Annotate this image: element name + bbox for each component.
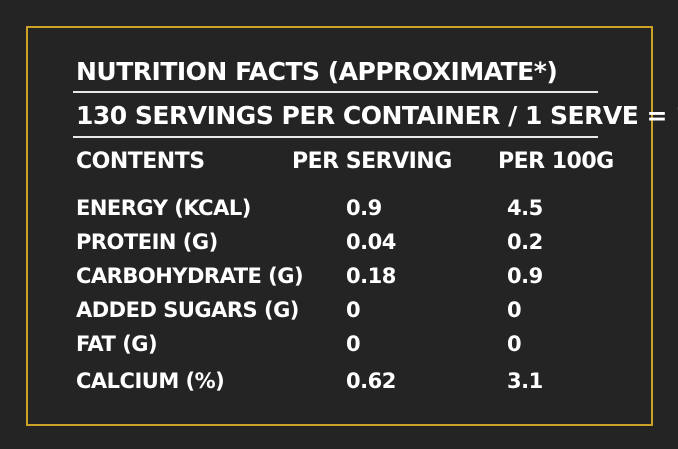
- servings-subtitle: 130 SERVINGS PER CONTAINER / 1 SERVE = 1…: [76, 101, 678, 130]
- row-per-100g-value: 4.5: [507, 196, 543, 220]
- row-label: CALCIUM (%): [76, 369, 225, 393]
- row-per-100g-value: 0.2: [507, 230, 543, 254]
- row-per-100g-value: 0.9: [507, 264, 543, 288]
- header-per-serving: PER SERVING: [292, 149, 452, 174]
- row-label: PROTEIN (G): [76, 230, 218, 254]
- row-per-serving-value: 0: [346, 332, 361, 356]
- nutrition-title: NUTRITION FACTS (APPROXIMATE*): [76, 57, 558, 86]
- gold-frame-border: [26, 26, 653, 426]
- subtitle-divider: [73, 136, 598, 138]
- row-label: FAT (G): [76, 332, 158, 356]
- row-per-100g-value: 3.1: [507, 369, 543, 393]
- row-per-100g-value: 0: [507, 298, 522, 322]
- row-per-serving-value: 0.18: [346, 264, 396, 288]
- row-label: ENERGY (KCAL): [76, 196, 251, 220]
- row-per-100g-value: 0: [507, 332, 522, 356]
- title-divider: [73, 91, 598, 93]
- row-per-serving-value: 0: [346, 298, 361, 322]
- row-label: CARBOHYDRATE (G): [76, 264, 304, 288]
- row-per-serving-value: 0.9: [346, 196, 382, 220]
- header-contents: CONTENTS: [76, 149, 205, 174]
- header-per-100g: PER 100G: [498, 149, 614, 174]
- row-per-serving-value: 0.62: [346, 369, 396, 393]
- row-label: ADDED SUGARS (G): [76, 298, 299, 322]
- row-per-serving-value: 0.04: [346, 230, 396, 254]
